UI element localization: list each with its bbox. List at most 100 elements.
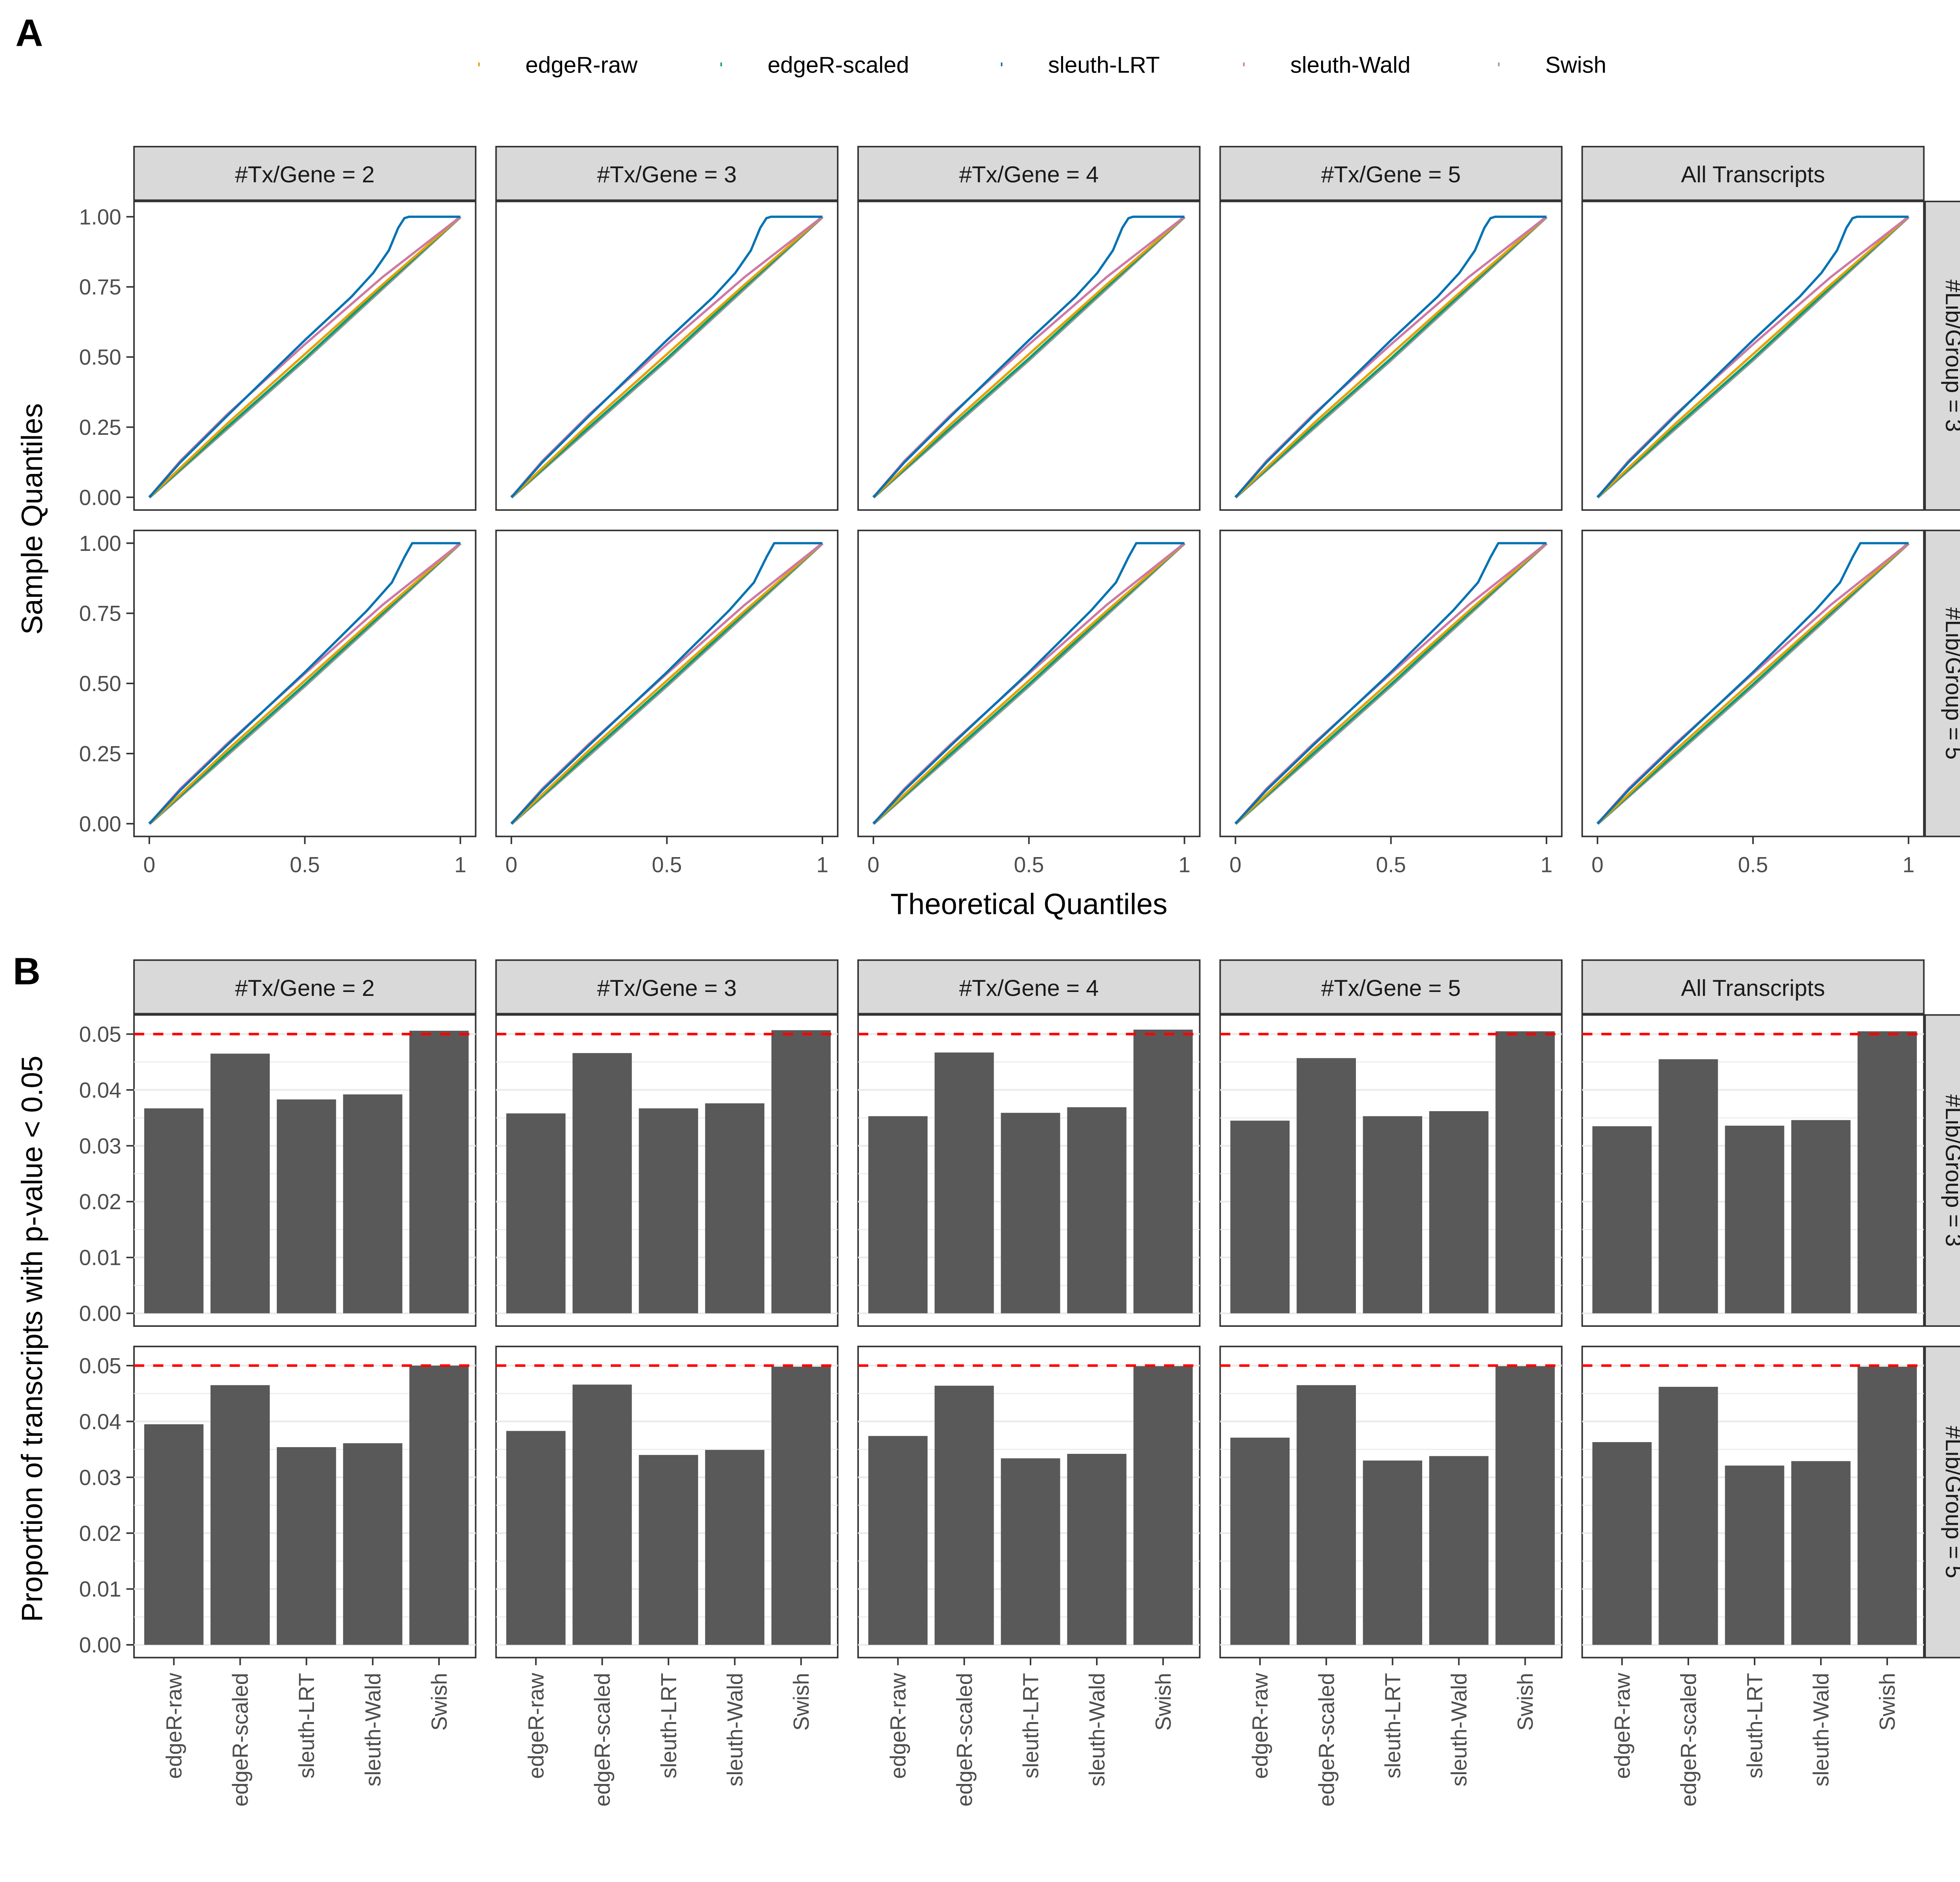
legend-item-edgeR-raw[interactable]: edgeR-raw <box>478 52 638 78</box>
x-tick-label: 1 <box>1902 852 1915 877</box>
bar-panel <box>495 1014 838 1327</box>
bar-sleuth-LRT <box>1001 1458 1060 1645</box>
bar-Swish <box>409 1030 469 1313</box>
bar-panel <box>1581 1014 1925 1327</box>
row-strip-label: #Lib/Group = 3 <box>1941 1094 1960 1247</box>
legend-item-edgeR-scaled[interactable]: edgeR-scaled <box>720 52 909 78</box>
x-tick-label: sleuth-LRT <box>1018 1673 1043 1778</box>
x-tick-label: edgeR-raw <box>162 1673 186 1779</box>
row-strip <box>1924 1346 1960 1659</box>
bar-edgeR-raw <box>506 1113 566 1313</box>
legend-label: edgeR-raw <box>525 52 638 78</box>
bar-edgeR-scaled <box>1659 1059 1718 1313</box>
qq-line-edgeR-scaled <box>1234 542 1548 825</box>
bar-sleuth-LRT <box>1363 1461 1423 1645</box>
qq-line-sleuth-LRT <box>872 215 1185 498</box>
row-strip-label: #Lib/Group = 3 <box>1941 280 1960 432</box>
bar-panel <box>1219 1014 1563 1327</box>
x-tick-label: 1 <box>1541 852 1553 877</box>
column-strip-label: #Tx/Gene = 4 <box>959 162 1099 187</box>
qq-line-edgeR-raw <box>1234 216 1548 498</box>
x-tick-label: edgeR-scaled <box>1676 1673 1700 1807</box>
x-tick-label: 0.5 <box>1738 852 1768 877</box>
y-tick-label: 0.50 <box>79 345 122 369</box>
legend-item-sleuth-LRT[interactable]: sleuth-LRT <box>1001 52 1160 78</box>
qq-line-edgeR-raw <box>1234 542 1548 825</box>
bar-edgeR-scaled <box>1296 1058 1356 1313</box>
bar-panel <box>133 1346 477 1659</box>
bar-Swish <box>1133 1366 1193 1645</box>
legend-key <box>478 62 480 67</box>
bar-sleuth-Wald <box>1791 1120 1851 1313</box>
qq-panel <box>495 529 838 837</box>
legend-key <box>720 62 722 67</box>
qq-line-sleuth-LRT <box>510 542 822 825</box>
qq-line-sleuth-LRT <box>148 215 461 498</box>
column-strip-label: All Transcripts <box>1681 976 1825 1001</box>
x-tick-label: edgeR-raw <box>886 1673 910 1779</box>
bar-edgeR-raw <box>144 1424 204 1645</box>
x-tick-label: Swish <box>1875 1673 1900 1731</box>
x-tick-label: 0 <box>867 852 880 877</box>
y-tick-label: 0.01 <box>79 1577 122 1601</box>
qq-line-edgeR-raw <box>1597 542 1909 825</box>
column-strip-label: #Tx/Gene = 5 <box>1321 162 1461 187</box>
bar-edgeR-scaled <box>572 1384 632 1645</box>
qq-line-edgeR-scaled <box>510 542 823 825</box>
bar-sleuth-Wald <box>1067 1453 1127 1645</box>
qq-panel <box>857 529 1201 837</box>
column-strip <box>133 146 477 201</box>
x-tick-label: 0 <box>505 852 517 877</box>
bar-edgeR-scaled <box>572 1053 632 1313</box>
x-tick-label: 0 <box>1229 852 1241 877</box>
x-tick-label: 0 <box>143 852 156 877</box>
bar-Swish <box>1495 1366 1555 1645</box>
y-tick-label: 0.04 <box>79 1410 122 1434</box>
column-strip <box>857 959 1201 1015</box>
y-tick-label: 0.04 <box>79 1078 122 1102</box>
column-strip-label: #Tx/Gene = 2 <box>235 162 375 187</box>
y-tick-label: 0.05 <box>79 1022 122 1046</box>
x-tick-label: 0.5 <box>290 852 320 877</box>
y-tick-label: 0.00 <box>79 1301 122 1326</box>
x-tick-label: 0.5 <box>1376 852 1406 877</box>
qq-panel <box>1581 200 1925 511</box>
qq-line-sleuth-LRT <box>148 542 461 825</box>
x-tick-label: 0.5 <box>1014 852 1044 877</box>
y-tick-label: 0.25 <box>79 741 122 766</box>
column-strip <box>495 959 838 1015</box>
legend-label: edgeR-scaled <box>768 52 909 78</box>
bar-Swish <box>771 1030 831 1313</box>
legend-item-sleuth-Wald[interactable]: sleuth-Wald <box>1243 52 1410 78</box>
bar-sleuth-LRT <box>1725 1465 1784 1645</box>
qq-line-edgeR-scaled <box>510 216 823 498</box>
column-strip-label: #Tx/Gene = 3 <box>597 162 737 187</box>
qq-line-sleuth-LRT <box>510 215 822 498</box>
qq-line-edgeR-raw <box>510 542 823 825</box>
y-tick-label: 0.75 <box>79 275 122 299</box>
row-strip-label: #Lib/Group = 5 <box>1941 1426 1960 1579</box>
x-tick-label: edgeR-scaled <box>590 1673 615 1807</box>
legend-label: Swish <box>1545 52 1606 78</box>
bar-panel <box>133 1014 477 1327</box>
bar-edgeR-raw <box>1592 1442 1652 1645</box>
qq-line-edgeR-scaled <box>148 216 461 498</box>
x-tick-label: 1 <box>817 852 829 877</box>
x-tick-label: sleuth-LRT <box>1381 1673 1405 1778</box>
y-tick-label: 0.02 <box>79 1521 122 1546</box>
bar-sleuth-LRT <box>639 1455 698 1645</box>
legend-item-Swish[interactable]: Swish <box>1498 52 1606 78</box>
bar-sleuth-LRT <box>277 1099 336 1313</box>
bar-sleuth-Wald <box>705 1103 764 1313</box>
bar-Swish <box>1495 1031 1555 1313</box>
bar-edgeR-scaled <box>935 1052 994 1313</box>
qq-line-sleuth-LRT <box>872 542 1185 825</box>
qq-line-edgeR-raw <box>873 542 1185 825</box>
y-tick-label: 1.00 <box>79 205 122 229</box>
x-tick-label: sleuth-LRT <box>294 1673 319 1778</box>
y-tick-label: 0.03 <box>79 1134 122 1158</box>
bar-edgeR-raw <box>144 1108 204 1313</box>
x-axis-title: Theoretical Quantiles <box>890 888 1167 921</box>
legend-label: sleuth-LRT <box>1048 52 1160 78</box>
panel-tag-a: A <box>15 11 43 54</box>
